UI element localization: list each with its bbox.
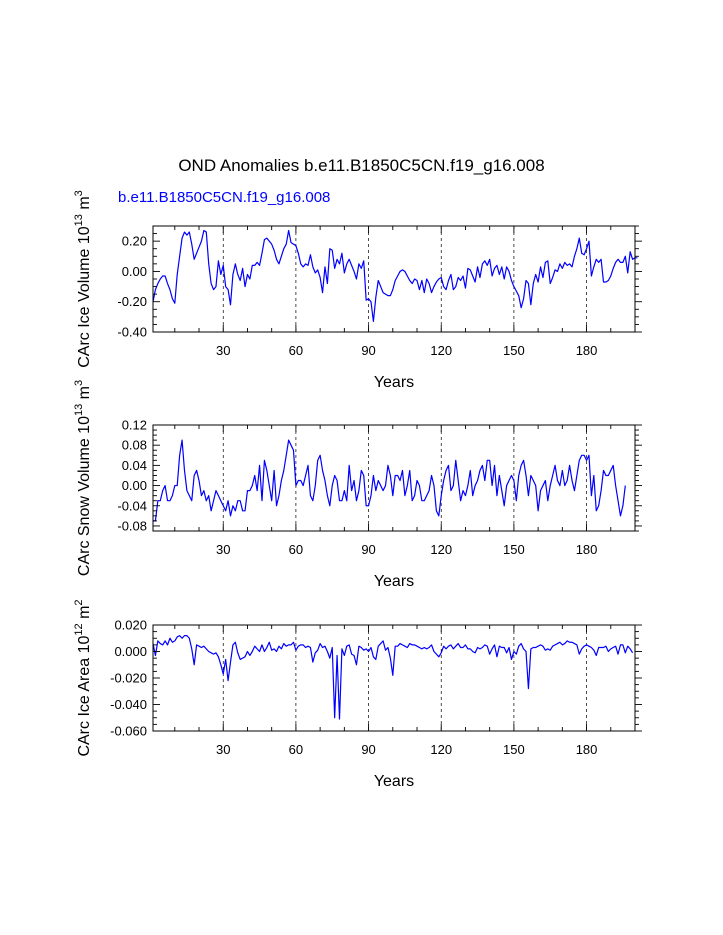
y-tick-label: 0.00 bbox=[122, 264, 147, 279]
x-tick-label: 30 bbox=[216, 742, 230, 757]
y-tick-label: -0.20 bbox=[117, 294, 147, 309]
x-tick-label: 90 bbox=[361, 742, 375, 757]
y-axis-label-part: 12 bbox=[73, 623, 85, 635]
series-line bbox=[153, 439, 626, 522]
x-tick-label: 150 bbox=[503, 343, 525, 358]
plot-frame bbox=[152, 424, 636, 532]
x-tick-label: 180 bbox=[576, 542, 598, 557]
x-tick-label: 60 bbox=[289, 542, 303, 557]
x-tick-label: 90 bbox=[361, 343, 375, 358]
y-axis-label-part: 13 bbox=[73, 214, 85, 226]
x-axis-label: Years bbox=[374, 374, 414, 391]
y-axis-label-part: 13 bbox=[73, 404, 85, 416]
y-tick-label: 0.04 bbox=[122, 458, 147, 473]
x-tick-label: 60 bbox=[289, 742, 303, 757]
page-title: OND Anomalies b.e11.B1850C5CN.f19_g16.00… bbox=[178, 156, 545, 175]
y-axis-label: CArc Ice Area 1012 m2 bbox=[73, 599, 93, 756]
series-line bbox=[152, 229, 638, 322]
chart-snow-volume: 30 60 90 120 150 180 -0.08 -0.04 0.00 0.04 0.08 0.1… bbox=[73, 380, 642, 590]
x-tick-label: 30 bbox=[216, 542, 230, 557]
y-tick-label: -0.060 bbox=[110, 724, 147, 739]
case-label: b.e11.B1850C5CN.f19_g16.008 bbox=[118, 189, 331, 206]
x-tick-label: 120 bbox=[430, 542, 452, 557]
y-axis-label-part: 3 bbox=[73, 380, 85, 386]
y-axis-label-part: CArc Ice Volume 10 bbox=[76, 226, 93, 368]
x-tick-label: 90 bbox=[361, 542, 375, 557]
x-tick-label: 120 bbox=[430, 343, 452, 358]
x-tick-label: 180 bbox=[576, 742, 598, 757]
plot-frame bbox=[152, 624, 636, 732]
y-axis-label-part: m bbox=[76, 386, 93, 404]
y-tick-label: -0.020 bbox=[110, 671, 147, 686]
y-tick-label: 0.020 bbox=[114, 618, 147, 633]
y-axis-label-part: m bbox=[76, 196, 93, 214]
y-axis-label-part: 2 bbox=[73, 599, 85, 605]
y-tick-label: 0.20 bbox=[122, 234, 147, 249]
chart-ice-volume: 30 60 90 120 150 180 -0.40 -0.20 0.00 0.20 Years CA… bbox=[73, 190, 642, 391]
y-tick-label: -0.040 bbox=[110, 697, 147, 712]
y-tick-label: -0.40 bbox=[117, 325, 147, 340]
y-tick-label: 0.00 bbox=[122, 478, 147, 493]
x-axis-label: Years bbox=[374, 773, 414, 790]
y-axis-label-part: CArc Snow Volume 10 bbox=[76, 416, 93, 576]
chart-ice-area: 30 60 90 120 150 180 -0.060 -0.040 -0.020 0.000 0.… bbox=[73, 599, 642, 790]
x-tick-label: 150 bbox=[503, 542, 525, 557]
y-tick-label: 0.12 bbox=[122, 418, 147, 433]
x-tick-label: 150 bbox=[503, 742, 525, 757]
y-axis-label-part: 3 bbox=[73, 190, 85, 196]
x-tick-label: 120 bbox=[430, 742, 452, 757]
y-tick-label: -0.04 bbox=[117, 498, 147, 513]
y-axis-label: CArc Snow Volume 1013 m3 bbox=[73, 380, 93, 576]
series-line bbox=[152, 634, 634, 720]
y-axis-label-part: m bbox=[76, 606, 93, 624]
x-axis-label: Years bbox=[374, 573, 414, 590]
y-axis-label: CArc Ice Volume 1013 m3 bbox=[73, 190, 93, 368]
x-tick-label: 60 bbox=[289, 343, 303, 358]
x-tick-label: 180 bbox=[576, 343, 598, 358]
y-tick-label: 0.000 bbox=[114, 644, 147, 659]
y-tick-label: -0.08 bbox=[117, 518, 147, 533]
x-tick-label: 30 bbox=[216, 343, 230, 358]
y-tick-label: 0.08 bbox=[122, 438, 147, 453]
y-axis-label-part: CArc Ice Area 10 bbox=[76, 636, 93, 757]
